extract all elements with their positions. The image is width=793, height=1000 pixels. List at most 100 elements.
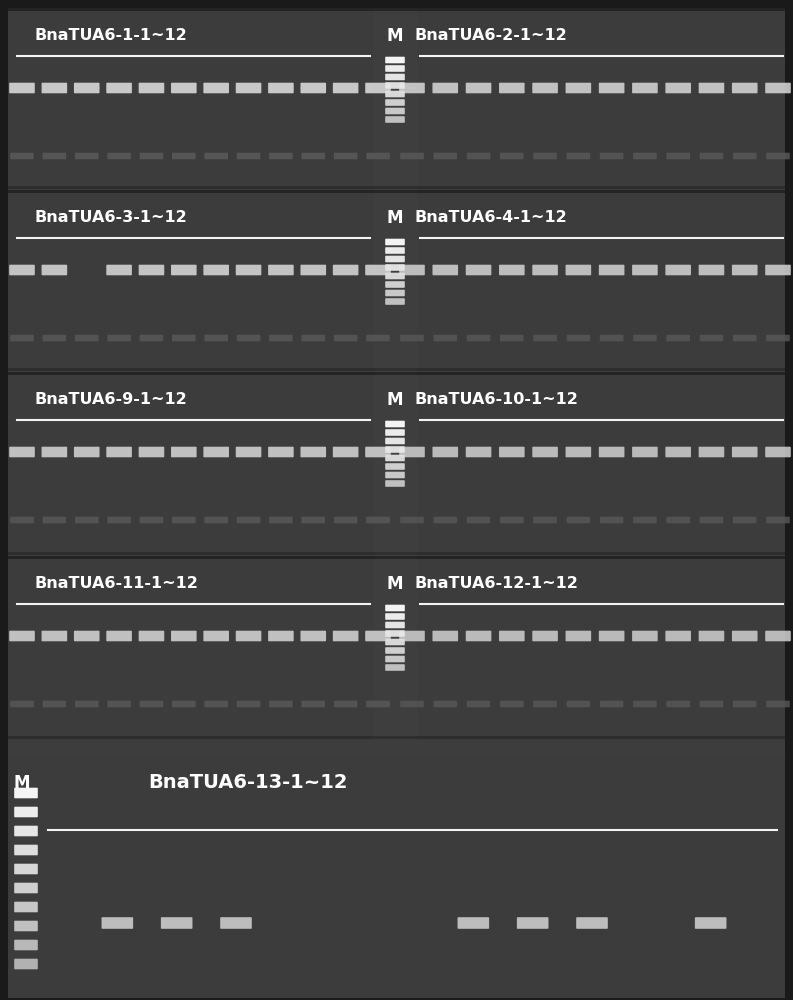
FancyBboxPatch shape [171, 631, 197, 641]
FancyBboxPatch shape [665, 447, 691, 457]
Bar [8, 556, 785, 559]
FancyBboxPatch shape [385, 455, 404, 461]
FancyBboxPatch shape [699, 631, 724, 641]
FancyBboxPatch shape [301, 701, 325, 707]
Bar [8, 552, 785, 555]
FancyBboxPatch shape [334, 701, 358, 707]
FancyBboxPatch shape [366, 335, 390, 341]
Bar [8, 552, 785, 555]
Bar [8, 736, 785, 739]
FancyBboxPatch shape [699, 83, 724, 93]
FancyBboxPatch shape [765, 631, 791, 641]
FancyBboxPatch shape [366, 517, 390, 523]
FancyBboxPatch shape [499, 265, 525, 275]
Bar [8, 556, 785, 559]
FancyBboxPatch shape [75, 517, 98, 523]
FancyBboxPatch shape [140, 153, 163, 159]
FancyBboxPatch shape [14, 921, 38, 931]
FancyBboxPatch shape [434, 517, 457, 523]
FancyBboxPatch shape [385, 656, 404, 662]
FancyBboxPatch shape [565, 83, 591, 93]
FancyBboxPatch shape [632, 83, 657, 93]
FancyBboxPatch shape [385, 65, 404, 72]
FancyBboxPatch shape [171, 447, 197, 457]
FancyBboxPatch shape [268, 631, 293, 641]
FancyBboxPatch shape [532, 83, 558, 93]
FancyBboxPatch shape [385, 613, 404, 620]
FancyBboxPatch shape [732, 631, 757, 641]
FancyBboxPatch shape [577, 917, 607, 929]
Bar [8, 736, 785, 739]
FancyBboxPatch shape [139, 447, 164, 457]
Bar [397, 8, 785, 190]
Bar [8, 552, 785, 555]
FancyBboxPatch shape [766, 153, 790, 159]
FancyBboxPatch shape [301, 447, 326, 457]
FancyBboxPatch shape [205, 335, 228, 341]
FancyBboxPatch shape [10, 83, 35, 93]
FancyBboxPatch shape [566, 517, 590, 523]
FancyBboxPatch shape [665, 631, 691, 641]
FancyBboxPatch shape [533, 153, 557, 159]
FancyBboxPatch shape [699, 701, 723, 707]
FancyBboxPatch shape [301, 517, 325, 523]
Text: BnaTUA6-13-1~12: BnaTUA6-13-1~12 [148, 774, 347, 792]
FancyBboxPatch shape [632, 265, 657, 275]
FancyBboxPatch shape [499, 631, 525, 641]
FancyBboxPatch shape [269, 701, 293, 707]
Text: BnaTUA6-2-1~12: BnaTUA6-2-1~12 [415, 28, 568, 43]
FancyBboxPatch shape [385, 74, 404, 80]
FancyBboxPatch shape [366, 701, 390, 707]
FancyBboxPatch shape [385, 91, 404, 97]
Text: BnaTUA6-10-1~12: BnaTUA6-10-1~12 [415, 392, 579, 408]
FancyBboxPatch shape [385, 446, 404, 453]
FancyBboxPatch shape [43, 335, 66, 341]
FancyBboxPatch shape [203, 447, 229, 457]
Bar [8, 186, 785, 189]
FancyBboxPatch shape [532, 447, 558, 457]
FancyBboxPatch shape [106, 83, 132, 93]
FancyBboxPatch shape [633, 701, 657, 707]
Text: M: M [387, 27, 404, 45]
FancyBboxPatch shape [14, 788, 38, 798]
FancyBboxPatch shape [732, 83, 757, 93]
Bar [8, 556, 785, 559]
Bar [8, 372, 785, 375]
FancyBboxPatch shape [205, 701, 228, 707]
FancyBboxPatch shape [10, 701, 34, 707]
FancyBboxPatch shape [599, 447, 624, 457]
FancyBboxPatch shape [14, 864, 38, 874]
FancyBboxPatch shape [666, 153, 690, 159]
FancyBboxPatch shape [43, 517, 66, 523]
Bar [8, 186, 785, 189]
FancyBboxPatch shape [399, 265, 425, 275]
FancyBboxPatch shape [699, 447, 724, 457]
FancyBboxPatch shape [499, 447, 525, 457]
Bar [8, 556, 785, 559]
FancyBboxPatch shape [467, 153, 490, 159]
Bar [8, 556, 785, 559]
FancyBboxPatch shape [106, 447, 132, 457]
FancyBboxPatch shape [633, 153, 657, 159]
FancyBboxPatch shape [385, 463, 404, 470]
FancyBboxPatch shape [268, 265, 293, 275]
FancyBboxPatch shape [385, 99, 404, 106]
FancyBboxPatch shape [533, 335, 557, 341]
FancyBboxPatch shape [432, 83, 458, 93]
Bar [373, 372, 417, 556]
FancyBboxPatch shape [203, 265, 229, 275]
FancyBboxPatch shape [333, 265, 358, 275]
FancyBboxPatch shape [301, 265, 326, 275]
Bar [8, 8, 785, 11]
Bar [373, 8, 417, 190]
FancyBboxPatch shape [10, 517, 34, 523]
FancyBboxPatch shape [766, 701, 790, 707]
FancyBboxPatch shape [107, 517, 131, 523]
FancyBboxPatch shape [765, 265, 791, 275]
Bar [373, 190, 417, 372]
FancyBboxPatch shape [236, 83, 262, 93]
FancyBboxPatch shape [333, 83, 358, 93]
FancyBboxPatch shape [140, 517, 163, 523]
Bar [8, 186, 785, 189]
Bar [8, 368, 785, 371]
